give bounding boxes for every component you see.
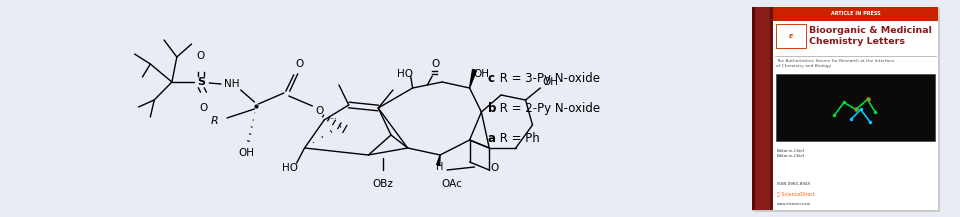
Text: OBz: OBz [372, 179, 394, 189]
Text: Bioorganic & Medicinal
Chemistry Letters: Bioorganic & Medicinal Chemistry Letters [808, 26, 931, 46]
Text: OAc: OAc [442, 179, 463, 189]
Polygon shape [437, 155, 440, 165]
Text: O: O [296, 59, 303, 69]
Text: Editor-in-Chief
Editor-in-Chief: Editor-in-Chief Editor-in-Chief [777, 149, 805, 158]
Text: O: O [200, 103, 207, 113]
Text: R = 2-Py N-oxide: R = 2-Py N-oxide [496, 102, 601, 115]
Text: E: E [789, 34, 793, 39]
Bar [773, 7, 938, 21]
Polygon shape [469, 69, 476, 88]
Text: ···: ··· [329, 115, 337, 125]
Bar [770, 7, 773, 210]
Text: O: O [315, 106, 324, 116]
Text: www.elsevier.com: www.elsevier.com [777, 202, 811, 207]
Text: O: O [490, 163, 498, 173]
Text: NH: NH [224, 79, 240, 89]
Text: OH: OH [542, 77, 558, 87]
Text: R = Ph: R = Ph [496, 132, 540, 145]
Bar [754, 8, 941, 212]
Text: HO: HO [396, 69, 413, 79]
Text: H: H [437, 162, 444, 172]
Bar [752, 7, 938, 210]
Text: c: c [488, 72, 494, 85]
Text: O: O [196, 51, 204, 61]
Text: a: a [488, 132, 495, 145]
Text: S: S [198, 77, 205, 87]
Text: ISSN 0960-894X: ISSN 0960-894X [777, 182, 810, 186]
Text: Ⓢ ScienceDirect: Ⓢ ScienceDirect [777, 192, 815, 197]
Text: b: b [488, 102, 496, 115]
Text: OH: OH [239, 148, 254, 158]
Bar [752, 7, 773, 210]
Bar [776, 24, 805, 48]
Text: R: R [210, 116, 218, 126]
Text: OH: OH [473, 69, 490, 79]
Text: O: O [431, 59, 440, 69]
Text: ARTICLE IN PRESS: ARTICLE IN PRESS [831, 11, 880, 16]
Text: The Authoritative Source for Research at the Interface
of Chemistry and Biology: The Authoritative Source for Research at… [776, 59, 895, 68]
Text: R = 3-Py N-oxide: R = 3-Py N-oxide [496, 72, 600, 85]
Bar [776, 74, 935, 141]
Bar [752, 7, 755, 210]
Text: HO: HO [282, 163, 298, 173]
